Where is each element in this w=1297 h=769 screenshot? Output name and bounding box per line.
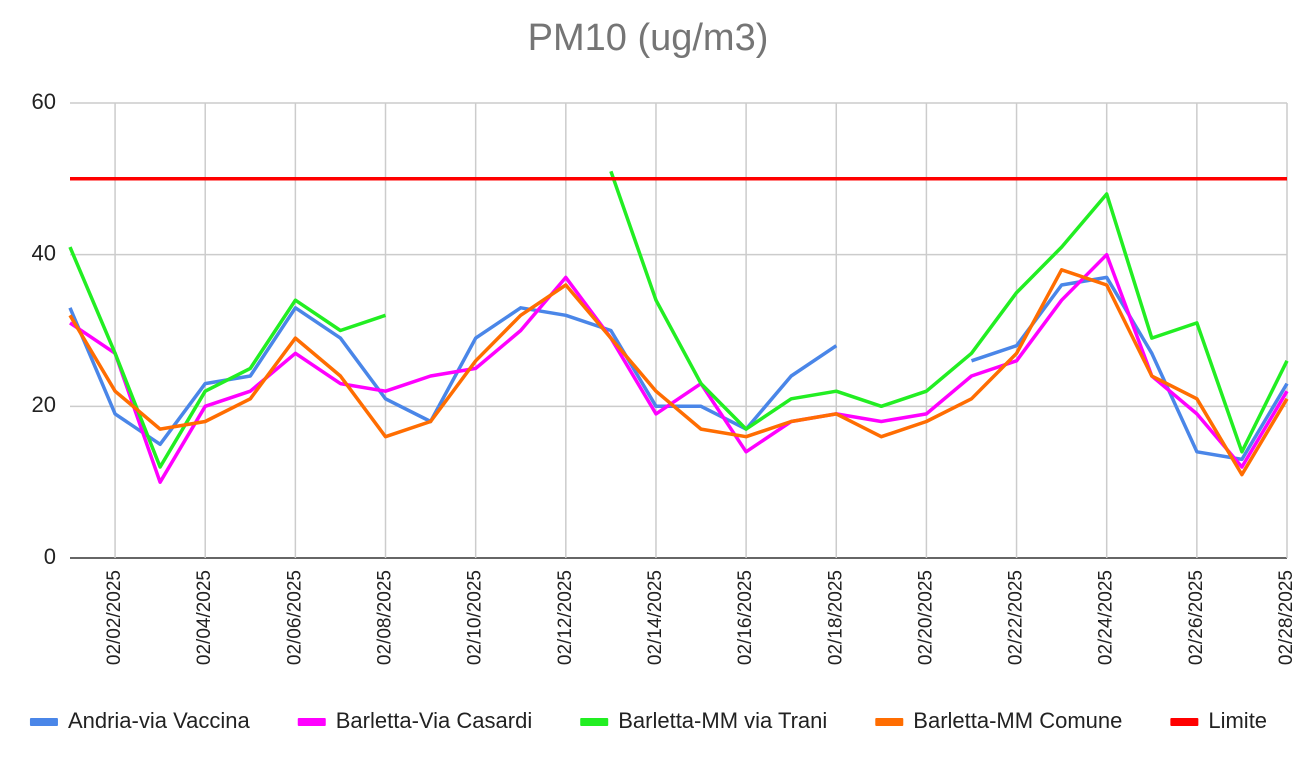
- x-tick-label: 02/20/2025: [915, 570, 936, 665]
- x-tick-label: 02/04/2025: [194, 570, 215, 665]
- legend-swatch: [1170, 718, 1199, 726]
- chart-title: PM10 (ug/m3): [528, 17, 769, 59]
- series-line: [68, 275, 1289, 462]
- series-line: [68, 170, 1289, 469]
- x-tick-label: 02/24/2025: [1096, 570, 1117, 665]
- x-tick-label: 02/02/2025: [104, 570, 125, 665]
- x-tick-label: 02/12/2025: [555, 570, 576, 665]
- legend-label: Barletta-MM Comune: [913, 708, 1122, 733]
- series-line: [69, 252, 1289, 484]
- x-tick-label: 02/16/2025: [735, 570, 756, 665]
- x-tick-label: 02/22/2025: [1006, 570, 1027, 665]
- x-tick-label: 02/28/2025: [1276, 570, 1297, 665]
- legend-item: Limite: [1170, 708, 1267, 733]
- y-tick-label: 60: [32, 89, 56, 114]
- legend-swatch: [580, 718, 609, 726]
- legend-item: Barletta-MM Comune: [875, 708, 1122, 733]
- legend-swatch: [29, 718, 58, 726]
- x-tick-label: 02/26/2025: [1186, 570, 1207, 665]
- y-tick-label: 40: [32, 240, 56, 265]
- x-tick-label: 02/14/2025: [645, 570, 666, 665]
- legend-item: Andria-via Vaccina: [29, 708, 251, 733]
- legend-label: Limite: [1208, 708, 1267, 733]
- legend-label: Andria-via Vaccina: [68, 708, 251, 733]
- y-tick-label: 20: [32, 392, 56, 417]
- legend-swatch: [297, 718, 326, 726]
- legend-item: Barletta-Via Casardi: [297, 708, 532, 733]
- legend-item: Barletta-MM via Trani: [580, 708, 827, 733]
- y-tick-label: 0: [44, 544, 56, 569]
- series-line: [68, 268, 1289, 477]
- legend-label: Barletta-Via Casardi: [336, 708, 532, 733]
- x-tick-label: 02/06/2025: [284, 570, 305, 665]
- x-tick-label: 02/18/2025: [825, 570, 846, 665]
- x-tick-label: 02/08/2025: [375, 570, 396, 665]
- legend-swatch: [875, 718, 904, 726]
- legend-label: Barletta-MM via Trani: [618, 708, 827, 733]
- x-tick-label: 02/10/2025: [465, 570, 486, 665]
